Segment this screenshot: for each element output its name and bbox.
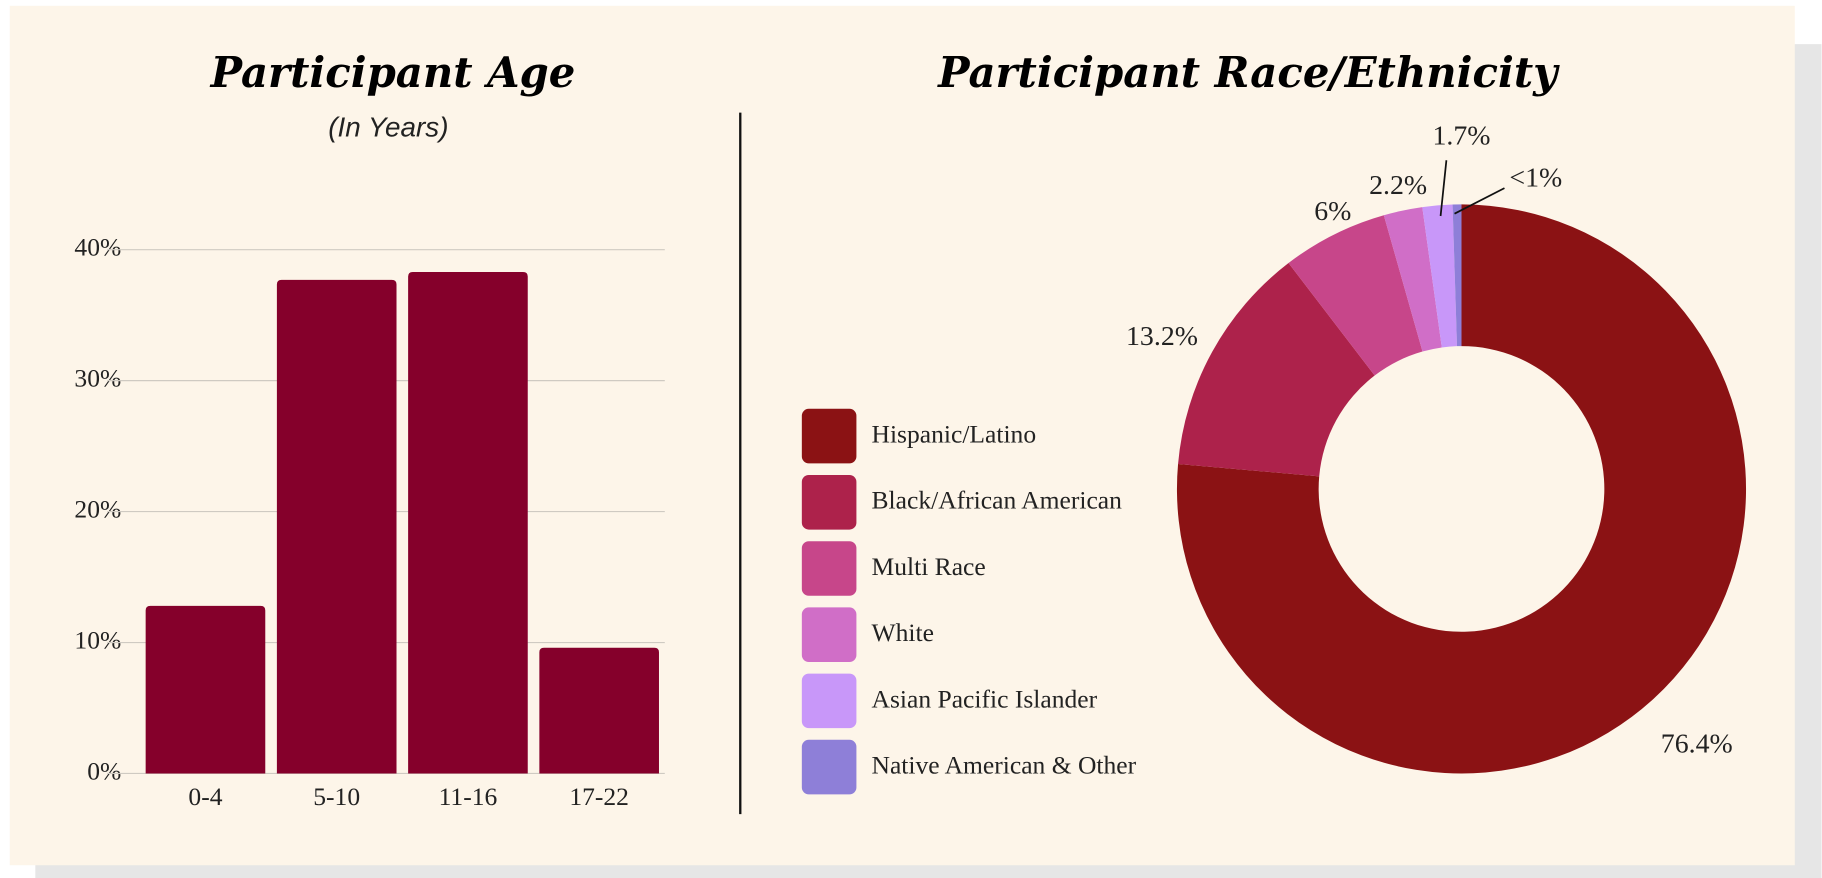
pie-slice [1178,263,1375,477]
legend-swatch [801,408,857,464]
legend-label: Hispanic/Latino [872,420,1037,449]
x-tick-label: 5-10 [313,782,360,811]
legend-label: Black/African American [872,486,1123,515]
legend-swatch [801,673,857,729]
data-label: 1.7% [1432,121,1490,152]
bar [145,605,266,774]
data-label: 2.2% [1369,170,1427,201]
y-tick-label: 10% [74,625,121,654]
y-tick-label: 40% [74,233,121,262]
pie-slice [1383,207,1442,352]
leader-line [1454,187,1505,215]
chart-title: Participant Race/Ethnicity [937,48,1560,97]
pie-slice [1452,204,1462,347]
pie-slice [1288,215,1423,376]
y-tick-label: 0% [87,756,121,785]
bar [276,279,397,774]
data-label: 6% [1314,196,1351,227]
pie-slice [1176,204,1747,774]
chart-subtitle: (In Years) [328,111,448,142]
y-tick-label: 30% [74,364,121,393]
legend-label: Native American & Other [872,751,1137,780]
x-tick-label: 11-16 [439,782,498,811]
data-label: 76.4% [1661,728,1733,759]
y-tick-label: 20% [74,494,121,523]
legend-swatch [801,541,857,596]
bar [539,647,659,774]
chart-title: Participant Age [210,48,576,97]
data-label: <1% [1509,162,1562,193]
legend-swatch [801,475,857,530]
pie-slice [1422,204,1458,348]
legend-swatch [801,739,857,795]
legend-label: Multi Race [872,552,986,581]
x-tick-label: 17-22 [569,782,629,811]
legend-label: White [872,618,934,647]
bar [408,271,528,774]
data-label: 13.2% [1126,321,1198,352]
legend-label: Asian Pacific Islander [872,684,1098,713]
legend-swatch [801,607,857,662]
x-tick-label: 0-4 [188,782,222,811]
leader-line [1439,160,1448,217]
